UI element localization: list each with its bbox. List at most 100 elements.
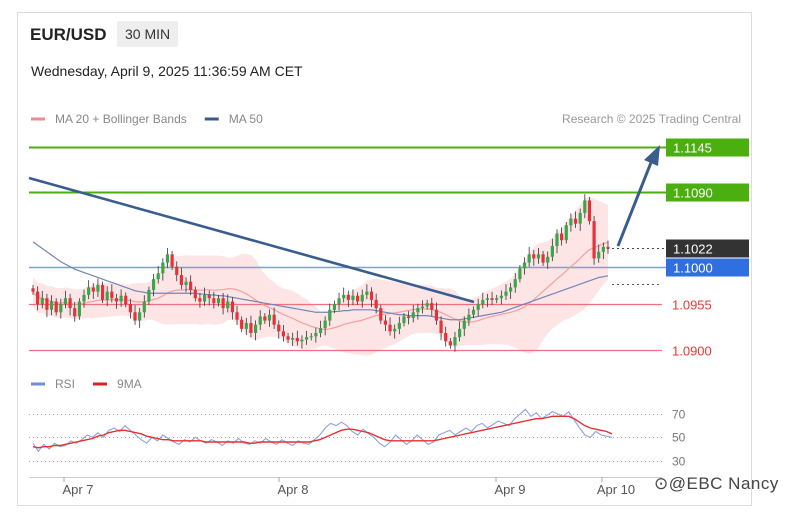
- projection-arrow-shaft: [616, 159, 654, 247]
- candle-body: [499, 295, 503, 299]
- candle-body: [587, 200, 592, 222]
- candle-body: [485, 298, 490, 300]
- legend-label-0: MA 20 + Bollinger Bands: [55, 112, 187, 126]
- candle-body: [546, 256, 550, 263]
- candle-body: [304, 337, 309, 340]
- candle-body: [407, 316, 411, 319]
- candle-body: [342, 294, 346, 299]
- candle-body: [179, 275, 183, 285]
- candle-body: [527, 254, 531, 263]
- candle-body: [68, 298, 72, 309]
- rsi-ma9-line: [32, 415, 613, 449]
- candle-body: [230, 301, 234, 313]
- candle-body: [142, 301, 146, 313]
- candle-body: [226, 301, 230, 309]
- candle-body: [346, 294, 350, 300]
- candle-body: [189, 281, 193, 290]
- pair-title: EUR/USD: [30, 25, 107, 44]
- candle-body: [184, 281, 188, 285]
- candle-body: [151, 279, 156, 290]
- candle-body: [309, 336, 313, 338]
- candle-body: [45, 298, 49, 310]
- rsi-legend-label-1: 9MA: [117, 377, 142, 391]
- rsi-tick-70: 70: [672, 408, 686, 422]
- legend-label-1: MA 50: [229, 112, 263, 126]
- candle-body: [286, 336, 290, 340]
- candle-body: [156, 273, 160, 280]
- candle-body: [397, 323, 401, 329]
- candle-body: [416, 308, 420, 313]
- candle-body: [597, 251, 601, 259]
- candle-body: [207, 294, 211, 299]
- candle-body: [388, 324, 392, 332]
- candle-body: [240, 319, 244, 329]
- candle-body: [532, 254, 536, 259]
- timeframe-badge[interactable]: 30 MIN: [117, 21, 179, 47]
- candle-body: [249, 323, 253, 333]
- datetime-label: Wednesday, April 9, 2025 11:36:59 AM CET: [31, 63, 303, 79]
- candle-body: [244, 323, 248, 329]
- candle-body: [161, 262, 165, 274]
- candle-body: [147, 289, 151, 302]
- candle-body: [202, 294, 207, 302]
- candle-body: [114, 298, 119, 302]
- candle-body: [476, 304, 480, 310]
- candle-body: [425, 303, 429, 307]
- candle-body: [328, 309, 332, 321]
- candle-body: [541, 254, 545, 263]
- candle-body: [300, 339, 304, 342]
- candle-body: [212, 298, 216, 304]
- candle-body: [518, 268, 522, 280]
- candle-body: [573, 218, 578, 224]
- rsi-tick-30: 30: [672, 455, 686, 469]
- candle-body: [96, 284, 100, 292]
- candle-body: [165, 254, 170, 263]
- watermark-text: ⊙@EBC Nancy: [654, 474, 779, 493]
- candle-body: [555, 233, 559, 246]
- chart-credit: Research © 2025 Trading Central: [562, 112, 741, 126]
- candle-body: [91, 287, 95, 292]
- candle-body: [606, 246, 610, 249]
- candle-body: [258, 316, 262, 325]
- candle-body: [569, 218, 573, 226]
- candle-body: [63, 298, 68, 304]
- candle-body: [583, 200, 587, 213]
- candle-body: [138, 312, 142, 321]
- candle-body: [291, 337, 295, 340]
- candle-body: [522, 262, 527, 269]
- x-tick-apr-8: Apr 8: [277, 482, 308, 497]
- candle-body: [216, 298, 221, 304]
- candle-body: [536, 254, 541, 259]
- candle-body: [592, 221, 596, 259]
- level-badge-1.1090: [666, 183, 749, 202]
- level-badge-1.1022: [666, 239, 749, 258]
- candle-body: [383, 320, 388, 325]
- candle-body: [59, 304, 63, 313]
- rsi-tick-50: 50: [672, 431, 686, 445]
- candle-body: [110, 291, 114, 299]
- candle-body: [504, 291, 508, 296]
- candle-body: [49, 301, 54, 310]
- candle-body: [411, 312, 415, 319]
- candle-body: [467, 314, 471, 321]
- candle-body: [277, 324, 281, 332]
- candle-body: [100, 284, 105, 300]
- candle-body: [332, 304, 337, 310]
- candle-body: [281, 331, 286, 337]
- candle-body: [314, 333, 318, 337]
- candle-body: [369, 291, 374, 300]
- candle-body: [601, 246, 605, 252]
- candle-body: [444, 333, 448, 342]
- rsi-legend-label-0: RSI: [55, 377, 75, 391]
- candle-body: [119, 295, 123, 302]
- candle-body: [170, 254, 174, 267]
- candle-body: [198, 298, 202, 302]
- level-label-1.1000: 1.1000: [673, 261, 713, 276]
- candle-body: [490, 298, 494, 300]
- candle-body: [402, 316, 406, 324]
- candle-body: [509, 287, 513, 292]
- candle-body: [550, 246, 554, 257]
- candle-body: [458, 328, 462, 338]
- candle-body: [495, 298, 499, 300]
- rsi-line: [32, 408, 613, 453]
